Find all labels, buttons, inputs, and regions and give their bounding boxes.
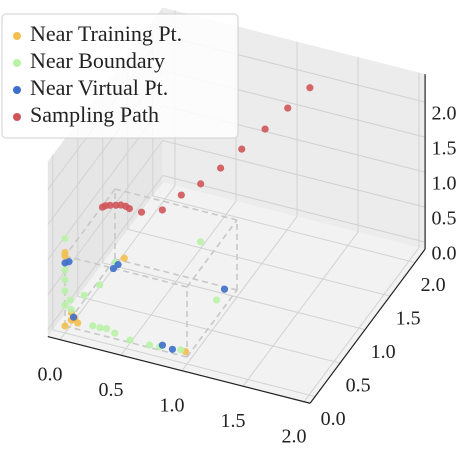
z-tick-label: 2.0 — [432, 103, 457, 125]
point — [61, 266, 69, 274]
point — [61, 287, 69, 295]
point — [212, 296, 221, 304]
legend-box — [1, 13, 239, 139]
point — [126, 336, 134, 344]
guide-box — [64, 255, 188, 288]
grid-line — [127, 228, 391, 297]
point — [109, 264, 117, 273]
point — [137, 208, 146, 216]
point — [158, 206, 166, 214]
point — [112, 201, 120, 209]
point — [145, 341, 154, 349]
point — [70, 313, 78, 321]
point — [61, 301, 69, 309]
grid-line — [242, 231, 359, 387]
legend-label: Sampling Path — [30, 102, 159, 127]
guide-box — [186, 289, 238, 358]
point — [98, 203, 107, 211]
grid-line — [162, 175, 426, 243]
y-axis — [309, 248, 426, 404]
guide-box — [186, 219, 238, 288]
guide-box — [114, 188, 238, 221]
floor-pane — [47, 182, 426, 404]
point — [96, 281, 104, 289]
point — [80, 291, 88, 299]
point — [61, 234, 69, 243]
point — [217, 164, 225, 172]
legend-marker — [13, 59, 21, 67]
point — [61, 252, 69, 260]
y-tick-label: 1.5 — [396, 308, 421, 330]
point — [284, 104, 292, 112]
z-tick-label: 1.0 — [432, 173, 457, 195]
point — [158, 341, 167, 349]
grid-line — [52, 329, 316, 398]
point — [168, 345, 177, 353]
point — [261, 125, 269, 133]
point — [238, 145, 246, 153]
guide-box — [64, 188, 116, 257]
y-tick-label: 2.0 — [421, 274, 446, 296]
point — [61, 322, 69, 330]
grid-line — [162, 140, 426, 208]
grid-line — [152, 195, 416, 264]
x-tick-label: 1.0 — [160, 394, 185, 416]
x-tick-label: 0.5 — [99, 379, 124, 401]
x-axis — [47, 336, 311, 404]
grid-line — [303, 247, 420, 402]
z-tick-label: 1.5 — [432, 138, 457, 160]
x-tick-label: 2.0 — [282, 425, 307, 447]
point — [306, 84, 314, 92]
point — [61, 276, 69, 284]
point — [111, 329, 119, 337]
grid-line — [77, 295, 341, 364]
x-tick-label: 1.5 — [221, 410, 246, 432]
point — [220, 285, 229, 293]
point — [65, 258, 73, 266]
legend-marker — [13, 113, 21, 121]
y-tick-label: 1.0 — [371, 341, 396, 363]
point — [197, 180, 205, 188]
point — [120, 254, 128, 262]
legend-marker — [13, 32, 21, 40]
point — [177, 191, 185, 199]
guide-box — [64, 258, 116, 327]
point — [89, 322, 97, 330]
point — [66, 296, 74, 304]
guide-box — [114, 258, 238, 291]
guide-box — [64, 325, 188, 358]
z-tick-label: 0.5 — [432, 208, 457, 230]
point — [96, 324, 104, 332]
grid-line — [120, 200, 237, 356]
y-tick-label: 0.0 — [321, 408, 346, 430]
point — [196, 238, 205, 246]
legend-label: Near Training Pt. — [30, 21, 182, 46]
legend-marker — [13, 86, 21, 94]
grid-line — [181, 216, 298, 371]
x-tick-label: 0.0 — [38, 363, 63, 385]
point — [177, 346, 185, 354]
point — [67, 305, 75, 314]
legend-label: Near Boundary — [30, 48, 165, 73]
y-tick-label: 0.5 — [346, 375, 371, 397]
z-tick-label: 0.0 — [432, 243, 457, 265]
legend-label: Near Virtual Pt. — [30, 75, 168, 100]
point — [103, 325, 111, 333]
grid-line — [102, 262, 366, 331]
